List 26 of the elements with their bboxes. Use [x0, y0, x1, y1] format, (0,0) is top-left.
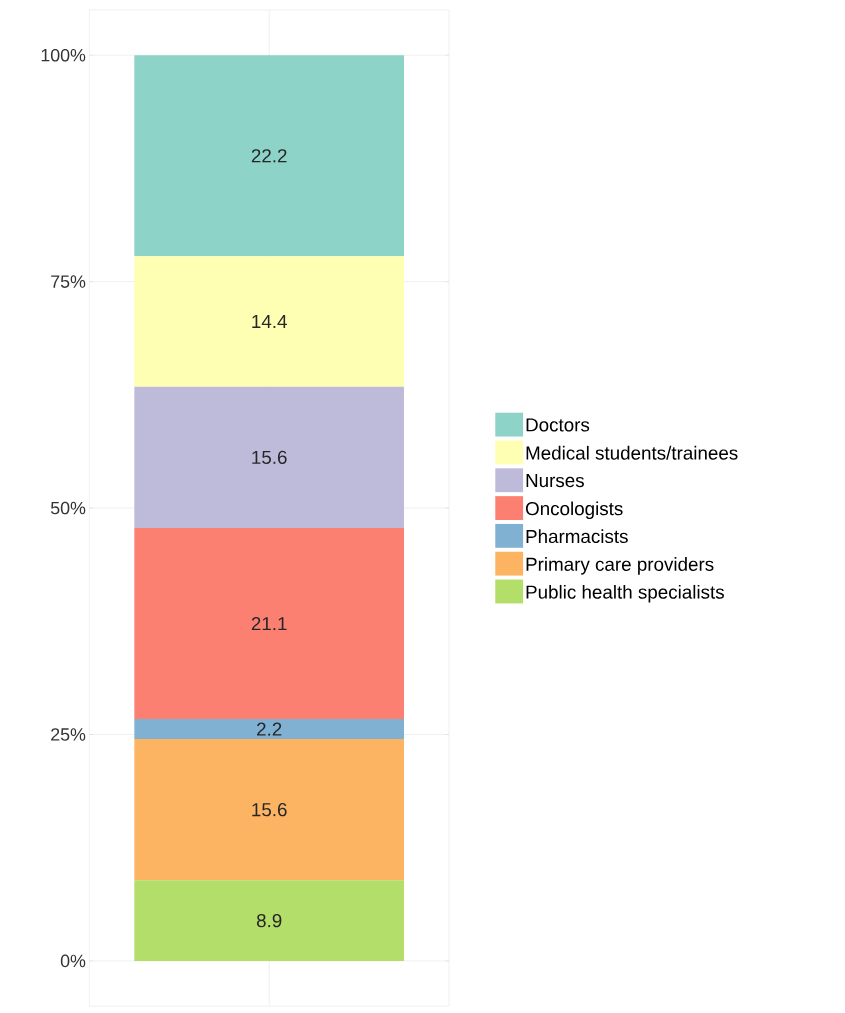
y-tick-label: 100%	[41, 48, 86, 62]
data-label: 2.2	[256, 722, 282, 736]
bar	[134, 739, 404, 881]
data-label: 22.2	[251, 149, 287, 163]
data-label: 8.9	[256, 913, 282, 928]
bar	[134, 55, 404, 257]
bar	[134, 256, 404, 387]
bar	[134, 719, 404, 740]
legend-label: Nurses	[526, 474, 584, 488]
y-tick-label: 50%	[50, 501, 86, 515]
legend-label: Doctors	[526, 418, 590, 432]
legend-label: Primary care providers	[526, 557, 714, 575]
data-label: 15.6	[252, 803, 287, 817]
legend-label: Pharmacists	[526, 529, 628, 544]
y-tick-label: 25%	[51, 728, 86, 741]
bar	[134, 386, 404, 528]
legend-label: Oncologists	[525, 501, 623, 520]
y-tick-label: 75%	[51, 275, 86, 288]
legend-label: Public health specialists	[526, 584, 724, 603]
data-label: 15.6	[252, 450, 287, 464]
y-tick-label: 0%	[60, 954, 86, 968]
legend-label: Medical students/trainees	[526, 445, 738, 460]
data-label: 21.1	[251, 616, 287, 631]
bar	[134, 527, 404, 720]
data-label: 14.4	[252, 315, 287, 328]
bar	[134, 880, 404, 961]
